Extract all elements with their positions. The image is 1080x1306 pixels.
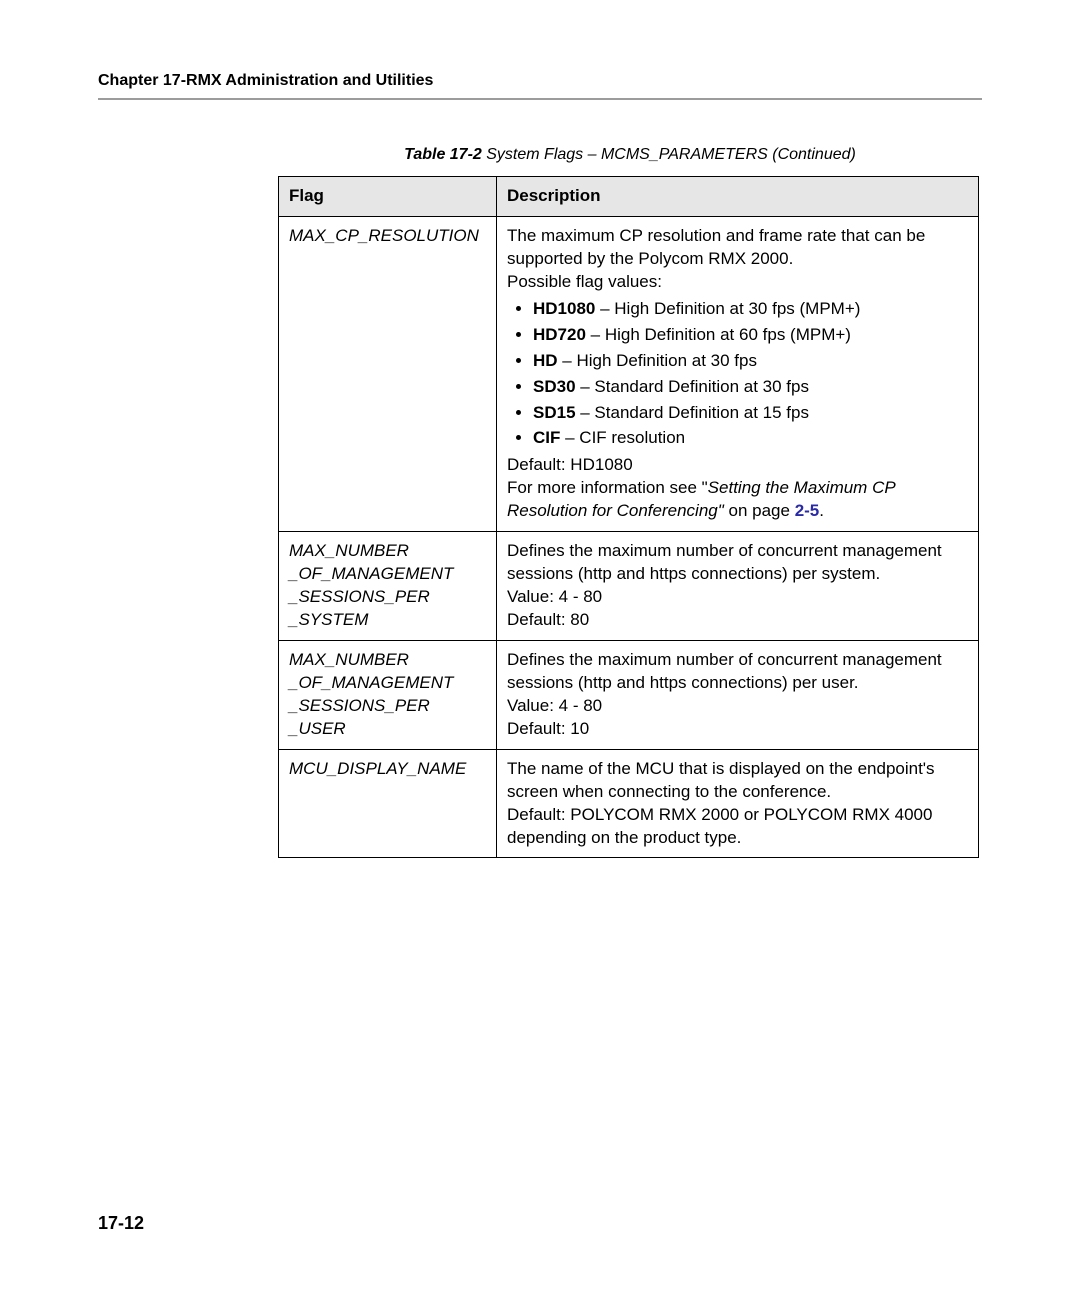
desc-line: Default: 10: [507, 718, 968, 741]
flag-description-cell: Defines the maximum number of concurrent…: [497, 640, 979, 749]
flag-name-line: MAX_CP_RESOLUTION: [289, 225, 486, 248]
desc-line: For more information see "Setting the Ma…: [507, 477, 968, 523]
desc-bullet-rest: – High Definition at 60 fps (MPM+): [586, 325, 851, 344]
flag-description-cell: The maximum CP resolution and frame rate…: [497, 216, 979, 531]
desc-bullet-bold: CIF: [533, 428, 560, 447]
desc-line: Default: HD1080: [507, 454, 968, 477]
desc-bullet-rest: – High Definition at 30 fps (MPM+): [595, 299, 860, 318]
flag-name-line: _SESSIONS_PER: [289, 695, 486, 718]
chapter-title: Chapter 17-RMX Administration and Utilit…: [98, 72, 982, 90]
flag-description-cell: Defines the maximum number of concurrent…: [497, 532, 979, 641]
flag-name-line: MCU_DISPLAY_NAME: [289, 758, 486, 781]
desc-bullet: HD1080 – High Definition at 30 fps (MPM+…: [533, 298, 968, 321]
desc-line: Value: 4 - 80: [507, 695, 968, 718]
flag-name-cell: MAX_CP_RESOLUTION: [279, 216, 497, 531]
desc-bullet: HD720 – High Definition at 60 fps (MPM+): [533, 324, 968, 347]
header-rule: [98, 98, 982, 100]
desc-bullet-bold: HD1080: [533, 299, 595, 318]
desc-line: Defines the maximum number of concurrent…: [507, 649, 968, 695]
table-caption-number: Table 17-2: [404, 146, 482, 163]
table-caption-text: System Flags – MCMS_PARAMETERS (Continue…: [482, 146, 856, 163]
table-row: MCU_DISPLAY_NAME The name of the MCU tha…: [279, 749, 979, 858]
desc-bullet-bold: HD: [533, 351, 558, 370]
flag-name-cell: MAX_NUMBER _OF_MANAGEMENT _SESSIONS_PER …: [279, 640, 497, 749]
desc-line: The name of the MCU that is displayed on…: [507, 758, 968, 804]
table-header-row: Flag Description: [279, 177, 979, 217]
desc-line: Default: POLYCOM RMX 2000 or POLYCOM RMX…: [507, 804, 968, 850]
desc-line: The maximum CP resolution and frame rate…: [507, 225, 968, 271]
flag-name-line: _OF_MANAGEMENT: [289, 672, 486, 695]
table-row: MAX_NUMBER _OF_MANAGEMENT _SESSIONS_PER …: [279, 532, 979, 641]
flag-name-cell: MAX_NUMBER _OF_MANAGEMENT _SESSIONS_PER …: [279, 532, 497, 641]
desc-text: For more information see ": [507, 478, 708, 497]
system-flags-table: Flag Description MAX_CP_RESOLUTION The m…: [278, 176, 979, 858]
desc-bullet-list: HD1080 – High Definition at 30 fps (MPM+…: [507, 298, 968, 451]
page-number: 17-12: [98, 1213, 144, 1234]
flag-name-line: _SYSTEM: [289, 609, 486, 632]
flag-name-line: _SESSIONS_PER: [289, 586, 486, 609]
page-reference-link[interactable]: 2-5: [795, 501, 820, 520]
desc-bullet-rest: – Standard Definition at 15 fps: [576, 403, 809, 422]
flag-name-line: _USER: [289, 718, 486, 741]
desc-bullet-rest: – CIF resolution: [560, 428, 685, 447]
table-caption: Table 17-2 System Flags – MCMS_PARAMETER…: [98, 146, 982, 164]
desc-text: .: [819, 501, 824, 520]
desc-bullet-bold: SD15: [533, 403, 576, 422]
flag-description-cell: The name of the MCU that is displayed on…: [497, 749, 979, 858]
flag-name-line: MAX_NUMBER: [289, 649, 486, 672]
desc-bullet-bold: HD720: [533, 325, 586, 344]
desc-bullet: HD – High Definition at 30 fps: [533, 350, 968, 373]
table-row: MAX_NUMBER _OF_MANAGEMENT _SESSIONS_PER …: [279, 640, 979, 749]
flag-name-line: _OF_MANAGEMENT: [289, 563, 486, 586]
desc-bullet: SD15 – Standard Definition at 15 fps: [533, 402, 968, 425]
desc-bullet: SD30 – Standard Definition at 30 fps: [533, 376, 968, 399]
desc-line: Default: 80: [507, 609, 968, 632]
desc-bullet: CIF – CIF resolution: [533, 427, 968, 450]
desc-line: Defines the maximum number of concurrent…: [507, 540, 968, 586]
desc-bullet-bold: SD30: [533, 377, 576, 396]
desc-line: Possible flag values:: [507, 271, 968, 294]
table-row: MAX_CP_RESOLUTION The maximum CP resolut…: [279, 216, 979, 531]
column-header-flag: Flag: [279, 177, 497, 217]
desc-text: on page: [724, 501, 795, 520]
flag-name-line: MAX_NUMBER: [289, 540, 486, 563]
column-header-description: Description: [497, 177, 979, 217]
desc-bullet-rest: – Standard Definition at 30 fps: [576, 377, 809, 396]
desc-bullet-rest: – High Definition at 30 fps: [558, 351, 757, 370]
flag-name-cell: MCU_DISPLAY_NAME: [279, 749, 497, 858]
desc-line: Value: 4 - 80: [507, 586, 968, 609]
